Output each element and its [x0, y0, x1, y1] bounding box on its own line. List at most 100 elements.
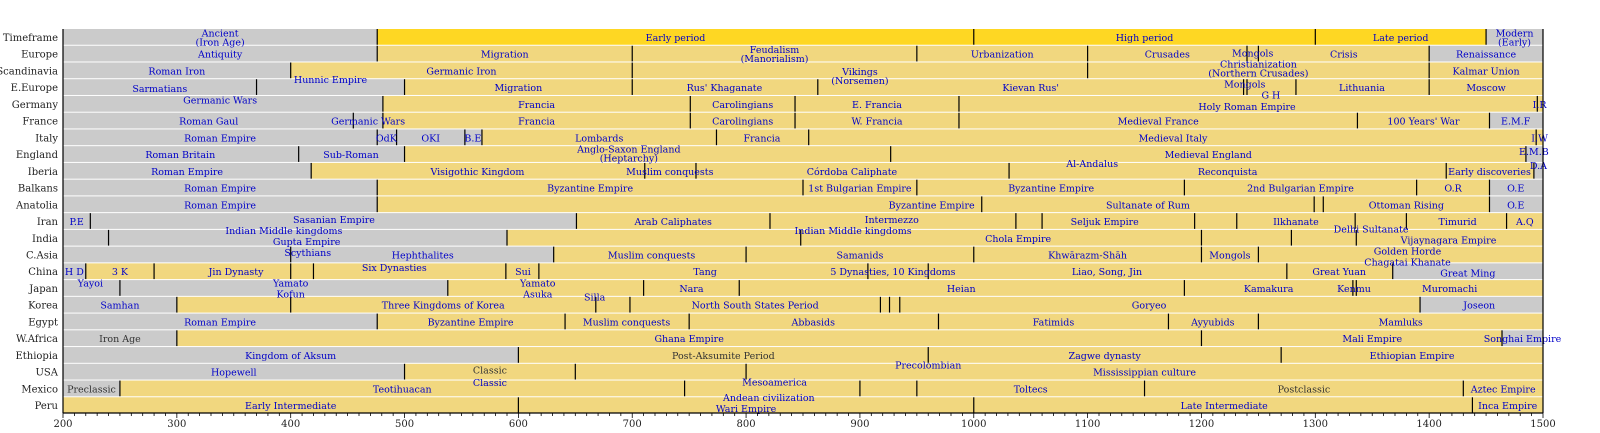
row-label: Korea — [28, 301, 58, 312]
period-label-line: H D — [65, 267, 84, 278]
period-label-line: P.E — [69, 217, 83, 228]
period-label: 2nd Bulgarian Empire — [1247, 184, 1354, 195]
period-bar — [176, 330, 1202, 347]
period-label-line: Christianization — [1220, 60, 1297, 71]
row-egypt: Egypt — [28, 313, 1543, 330]
period-bar — [643, 280, 740, 296]
period-label: Sultanate of Rum — [1106, 200, 1190, 211]
period-label-line: Ayyubids — [1190, 317, 1235, 328]
period-label: Inca Empire — [1478, 401, 1537, 412]
period-label: Indian Middle kingdoms — [225, 226, 342, 237]
period-label-line: Kenmu — [1337, 284, 1371, 295]
period-bar — [1356, 280, 1543, 296]
period-bar — [404, 79, 633, 95]
period-label: O.E — [1507, 184, 1524, 195]
period-label: Córdoba Caliphate — [807, 167, 898, 178]
period-bar — [63, 397, 519, 414]
period-bar — [1489, 179, 1543, 196]
period-label: Byzantine Empire — [547, 184, 633, 195]
period-bar — [1429, 45, 1543, 62]
period-bar — [63, 62, 291, 79]
x-tick-label: 200 — [53, 419, 72, 430]
period-bar — [1201, 330, 1503, 347]
period-bar — [938, 313, 1169, 330]
period-bar — [1087, 45, 1247, 62]
period-bar — [377, 313, 566, 330]
period-label-line: E.M.B — [1519, 147, 1549, 158]
period-bar — [1009, 162, 1447, 179]
period-label-line: North South States Period — [692, 301, 819, 312]
period-label: Al-Andalus — [1065, 159, 1118, 170]
period-bar — [1184, 280, 1353, 296]
period-label: Visigothic Kingdom — [429, 167, 524, 178]
period-label: Timurid — [1439, 217, 1477, 228]
period-bar — [377, 29, 974, 45]
period-label: Arab Caliphates — [634, 217, 712, 228]
row-japan: Japan — [28, 280, 1543, 296]
period-label: Mississippian culture — [1093, 368, 1196, 379]
period-bar — [795, 112, 959, 129]
period-label-line: Byzantine Empire — [428, 317, 514, 328]
period-label-line: Byzantine Empire — [889, 200, 975, 211]
period-bar — [505, 263, 539, 280]
period-bar — [1323, 196, 1490, 213]
period-label: Mesoamerica — [742, 377, 807, 388]
period-label: Teotihuacan — [373, 384, 432, 395]
row-mexico: Mexico — [21, 380, 1543, 397]
period-label-line: Yamato — [272, 278, 309, 289]
period-bar — [63, 29, 378, 45]
period-label-line: Hephthalites — [392, 250, 454, 261]
period-bar — [1168, 313, 1259, 330]
period-label: W. Francia — [851, 117, 902, 128]
row-label: Balkans — [18, 184, 58, 195]
period-label-line: Renaissance — [1456, 50, 1516, 61]
period-label-line: Muslim conquests — [583, 317, 670, 328]
period-label: Ancient (Iron Age) — [196, 28, 245, 48]
period-label-line: Samanids — [836, 250, 883, 261]
period-label: Toltecs — [1014, 384, 1048, 395]
period-label: Roman Gaul — [179, 117, 238, 128]
period-label-line: Fatimids — [1033, 317, 1075, 328]
period-label: Kievan Rus' — [1002, 83, 1059, 94]
period-label-line: Lithuania — [1339, 83, 1385, 94]
period-label-line: Germanic Wars — [183, 95, 257, 106]
period-label-line: Ottoman Rising — [1369, 200, 1444, 211]
period-label: Nara — [679, 284, 704, 295]
row-england: England — [16, 146, 1543, 162]
period-bar — [176, 296, 291, 313]
period-label: Samanids — [836, 250, 883, 261]
period-label: Asuka — [522, 289, 553, 300]
period-label-line: (Manorialism) — [741, 54, 809, 65]
row-label: Egypt — [28, 317, 58, 328]
period-label: Kalmar Union — [1453, 66, 1520, 77]
x-tick-label: 1500 — [1530, 419, 1555, 430]
period-label-line: Songhai Empire — [1484, 334, 1562, 345]
period-label: Postclassic — [1278, 384, 1331, 395]
period-label: Samhan — [100, 301, 139, 312]
row-france: France — [22, 112, 1543, 129]
period-label-line: Great Yuan — [1312, 267, 1366, 278]
period-label-line: Anglo-Saxon England — [576, 145, 680, 156]
row-anatolia: Anatolia — [15, 196, 1543, 213]
period-label-line: Modern — [1496, 28, 1534, 39]
period-label: Early period — [646, 33, 706, 44]
period-label-line: E. Francia — [852, 100, 902, 111]
period-bar — [632, 79, 818, 95]
period-label-line: (Early) — [1498, 37, 1531, 48]
period-label-line: Muslim conquests — [626, 167, 713, 178]
period-bar — [1201, 229, 1292, 246]
period-bar — [1087, 62, 1430, 79]
period-label-line: Early period — [646, 33, 706, 44]
period-bar — [899, 296, 1421, 313]
period-label-line: Al-Andalus — [1065, 159, 1118, 170]
period-label-line: Migration — [495, 83, 543, 94]
period-bar — [1236, 213, 1356, 229]
period-bar — [1357, 112, 1490, 129]
period-label: Jin Dynasty — [208, 267, 264, 278]
period-label-line: Medieval France — [1118, 117, 1199, 128]
period-bar — [63, 179, 378, 196]
period-label: E. Francia — [852, 100, 902, 111]
row-india: India — [32, 229, 1543, 246]
period-label: Iron Age — [99, 334, 141, 345]
